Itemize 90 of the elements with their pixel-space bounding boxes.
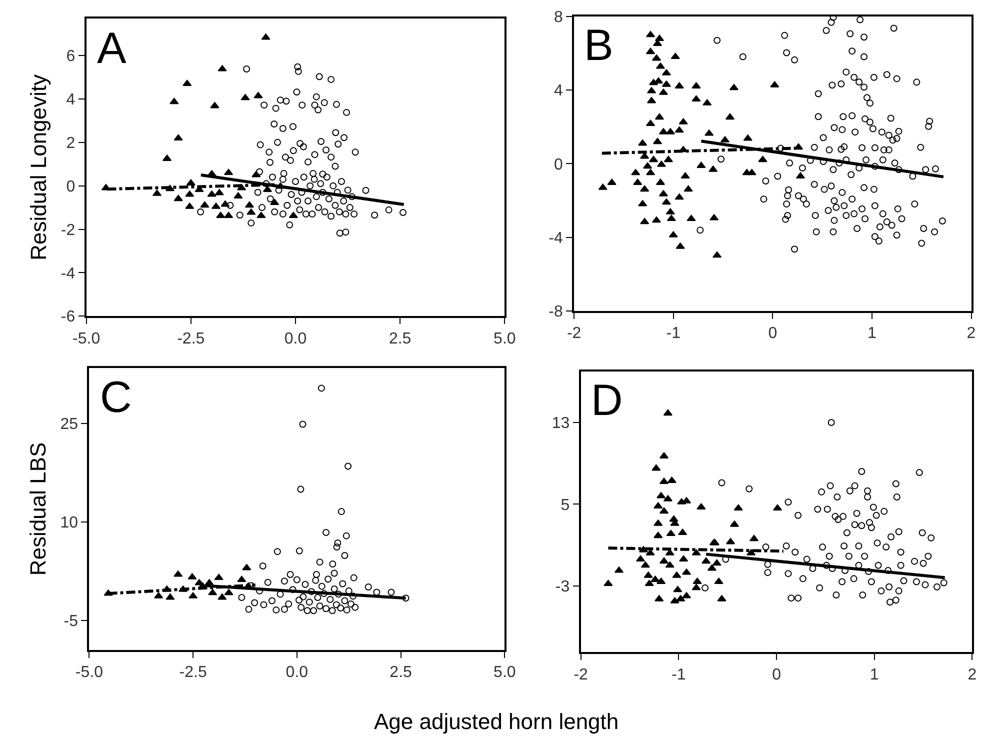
point — [208, 588, 218, 596]
point — [254, 92, 263, 98]
point — [237, 576, 246, 582]
x-tick-label: -1 — [666, 325, 681, 342]
y-tick-label: 4 — [554, 82, 563, 100]
point — [679, 555, 688, 562]
y-tick-label: 0 — [66, 178, 76, 196]
point — [663, 409, 672, 416]
x-tick-label: 5.0 — [494, 330, 516, 348]
y-tick-label: -4 — [60, 265, 76, 282]
y-tick-label: 8 — [554, 9, 563, 26]
x-tick-label: 0.0 — [286, 664, 308, 682]
x-tick-label: 5.0 — [494, 664, 516, 682]
chart-title: C — [100, 373, 132, 422]
x-tick-label: -5.0 — [72, 330, 100, 348]
point — [170, 98, 179, 104]
point — [218, 593, 227, 600]
x-tick-label: -2 — [574, 666, 588, 684]
y-axis-title: Residual Longevity — [26, 74, 52, 260]
point — [182, 80, 192, 86]
point — [734, 504, 743, 511]
y-tick-label: 6 — [66, 48, 76, 66]
point — [234, 192, 243, 199]
y-tick-label: 0 — [554, 156, 563, 174]
y-tick-label: 25 — [60, 416, 78, 434]
x-tick-label: 2.5 — [390, 664, 412, 682]
point — [707, 564, 716, 571]
point — [166, 593, 175, 600]
y-tick-label: 4 — [66, 92, 76, 109]
point — [659, 557, 669, 564]
x-tick-label: 2 — [968, 666, 977, 684]
x-tick-label: -5.0 — [75, 664, 104, 682]
x-tick-label: -2.5 — [179, 664, 207, 682]
y-tick-label: -3 — [555, 578, 570, 596]
x-tick-label: -2.5 — [177, 330, 205, 348]
point — [665, 561, 674, 568]
point — [242, 564, 252, 570]
point — [224, 168, 234, 176]
y-tick-label: -6 — [60, 308, 76, 326]
chart-title: B — [584, 21, 614, 70]
point — [702, 557, 711, 564]
point — [244, 201, 254, 208]
x-tick-label: 1 — [868, 325, 877, 342]
y-tick-label: 10 — [60, 514, 78, 532]
point — [214, 188, 224, 196]
point — [666, 530, 676, 536]
point — [288, 212, 298, 218]
point — [673, 586, 682, 592]
x-axis-title: Age adjusted horn length — [374, 709, 619, 734]
point — [174, 194, 183, 202]
y-tick-label: -8 — [548, 304, 563, 321]
point — [214, 574, 224, 580]
point — [654, 532, 663, 538]
y-tick-label: -4 — [548, 230, 563, 247]
chart-title: A — [97, 24, 127, 73]
point — [726, 538, 736, 544]
point — [240, 94, 250, 100]
y-tick-label: 2 — [66, 135, 76, 152]
point — [216, 212, 226, 218]
point — [652, 464, 661, 471]
point — [224, 588, 234, 596]
point — [636, 555, 646, 562]
chart-title: D — [591, 376, 623, 425]
point — [659, 507, 669, 514]
x-tick-label: -1 — [672, 666, 686, 684]
y-tick-label: 5 — [560, 496, 570, 514]
point — [692, 584, 701, 590]
x-tick-label: 1 — [870, 666, 879, 684]
x-tick-label: 0.0 — [284, 330, 307, 348]
x-tick-label: 2 — [966, 325, 976, 342]
y-tick-label: -5 — [64, 613, 78, 630]
point — [772, 504, 782, 511]
point — [644, 580, 654, 586]
point — [200, 201, 210, 208]
y-tick-label: -2 — [60, 222, 76, 239]
x-tick-label: 2.5 — [388, 330, 412, 348]
point — [256, 212, 266, 218]
x-tick-label: -2 — [566, 325, 582, 342]
point — [604, 580, 613, 586]
x-tick-label: 0 — [768, 325, 778, 342]
point — [210, 102, 220, 108]
point — [640, 561, 650, 568]
x-tick-label: 0 — [772, 666, 782, 684]
point — [749, 534, 759, 542]
y-axis-title: Residual LBS — [25, 442, 50, 576]
y-tick-label: 13 — [552, 415, 570, 432]
point — [712, 559, 722, 566]
point — [224, 212, 234, 218]
point — [270, 198, 280, 206]
point — [174, 134, 183, 141]
